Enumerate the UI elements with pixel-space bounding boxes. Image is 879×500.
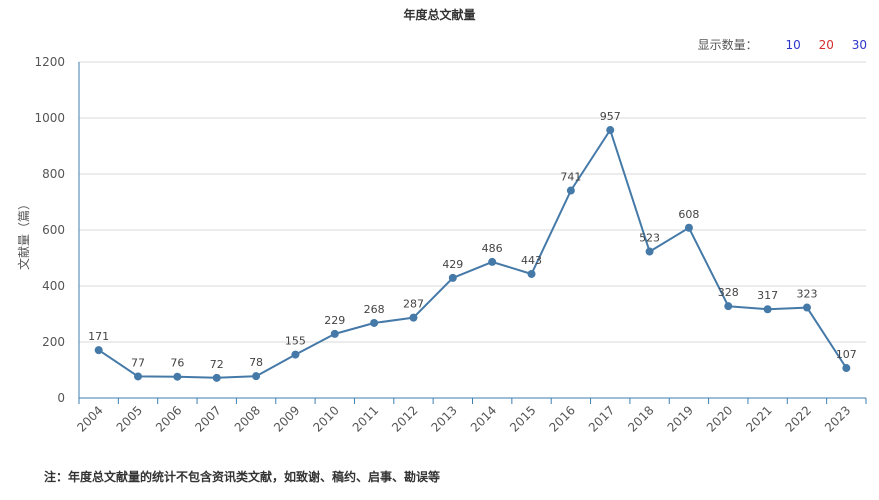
data-label: 429 xyxy=(442,258,463,271)
display-count-10-option[interactable]: 10 xyxy=(785,38,801,52)
x-tick-label: 2006 xyxy=(153,403,184,434)
data-point xyxy=(409,313,418,322)
x-tick-label: 2007 xyxy=(192,403,223,434)
data-point xyxy=(527,269,536,278)
display-count-30-option[interactable]: 30 xyxy=(851,38,867,52)
x-tick-label: 2022 xyxy=(783,403,814,434)
data-point xyxy=(802,303,811,312)
data-point xyxy=(330,329,339,338)
data-label: 107 xyxy=(836,348,857,361)
x-tick-label: 2012 xyxy=(389,403,420,434)
x-tick-label: 2005 xyxy=(114,403,145,434)
data-point xyxy=(842,364,851,373)
data-label: 486 xyxy=(482,242,503,255)
data-label: 741 xyxy=(560,171,581,184)
x-tick-label: 2013 xyxy=(428,403,459,434)
x-tick-label: 2011 xyxy=(350,403,381,434)
data-point xyxy=(94,346,103,355)
data-label: 76 xyxy=(170,357,184,370)
data-point xyxy=(448,273,457,282)
x-tick-label: 2019 xyxy=(665,403,696,434)
y-tick-label: 0 xyxy=(57,391,65,405)
y-tick-label: 200 xyxy=(42,335,65,349)
display-count-label: 显示数量： xyxy=(697,38,758,52)
footnote: 注：年度总文献量的统计不包含资讯类文献，如致谢、稿约、启事、勘误等 xyxy=(44,470,441,484)
x-tick-label: 2021 xyxy=(743,403,774,434)
data-label: 323 xyxy=(796,288,817,301)
data-label: 317 xyxy=(757,289,778,302)
data-point xyxy=(252,372,261,381)
series-line xyxy=(98,129,848,379)
display-count-20-option[interactable]: 20 xyxy=(818,38,834,52)
data-point xyxy=(645,247,654,256)
data-label: 957 xyxy=(600,110,621,123)
y-tick-label: 600 xyxy=(42,223,65,237)
data-point xyxy=(606,126,615,135)
x-tick-label: 2023 xyxy=(822,403,853,434)
data-point xyxy=(212,373,221,382)
data-point xyxy=(173,372,182,381)
x-tick-label: 2008 xyxy=(232,403,263,434)
data-label: 328 xyxy=(718,286,739,299)
data-point xyxy=(370,318,379,327)
x-tick-label: 2009 xyxy=(271,403,302,434)
data-label: 268 xyxy=(364,303,385,316)
x-tick-label: 2016 xyxy=(546,403,577,434)
y-tick-label: 400 xyxy=(42,279,65,293)
y-tick-label: 1000 xyxy=(34,111,65,125)
data-label: 171 xyxy=(88,330,109,343)
data-label: 523 xyxy=(639,232,660,245)
x-tick-label: 2015 xyxy=(507,403,538,434)
x-tick-label: 2018 xyxy=(625,403,656,434)
data-point xyxy=(763,305,772,314)
data-label: 155 xyxy=(285,335,306,348)
data-label: 443 xyxy=(521,254,542,267)
x-tick-label: 2010 xyxy=(310,403,341,434)
data-label: 608 xyxy=(678,208,699,221)
data-label: 77 xyxy=(131,356,145,369)
data-point xyxy=(488,257,497,266)
data-label: 72 xyxy=(210,358,224,371)
data-point xyxy=(566,186,575,195)
y-tick-label: 1200 xyxy=(34,55,65,69)
data-point xyxy=(724,302,733,311)
data-label: 287 xyxy=(403,298,424,311)
y-axis-title: 文献量（篇） xyxy=(16,198,31,270)
data-label: 78 xyxy=(249,356,263,369)
chart-title: 年度总文献量 xyxy=(403,8,476,22)
x-tick-label: 2017 xyxy=(586,403,617,434)
y-tick-label: 800 xyxy=(42,167,65,181)
x-tick-label: 2020 xyxy=(704,403,735,434)
data-point xyxy=(134,372,143,381)
display-count-switch: 显示数量： 10 20 30 xyxy=(698,36,867,53)
data-point xyxy=(684,223,693,232)
x-tick-label: 2004 xyxy=(74,403,105,434)
x-tick-label: 2014 xyxy=(468,403,499,434)
data-label: 229 xyxy=(324,314,345,327)
data-point xyxy=(291,350,300,359)
